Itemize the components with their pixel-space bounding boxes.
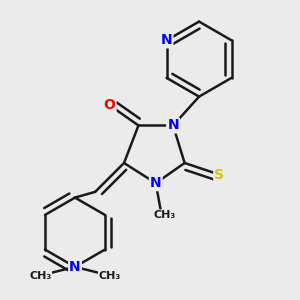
Text: CH₃: CH₃: [153, 210, 176, 220]
Text: O: O: [104, 98, 116, 112]
Text: N: N: [150, 176, 162, 190]
Text: N: N: [69, 260, 81, 274]
Text: S: S: [214, 167, 224, 182]
Text: CH₃: CH₃: [29, 271, 52, 281]
Text: CH₃: CH₃: [98, 271, 121, 281]
Text: N: N: [167, 118, 179, 133]
Text: N: N: [161, 33, 172, 47]
